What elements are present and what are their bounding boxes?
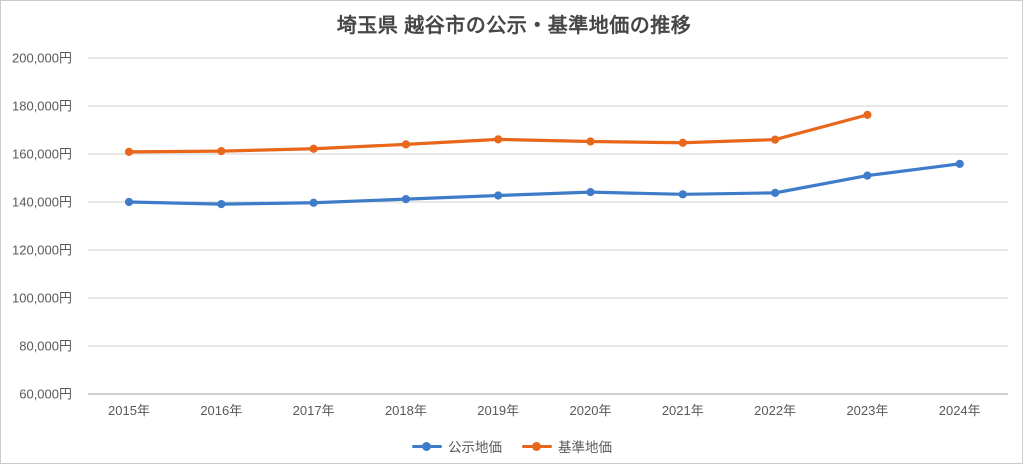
- chart-legend: 公示地価 基準地価: [0, 436, 1024, 456]
- data-point-marker: [494, 135, 503, 144]
- data-point-marker: [494, 191, 503, 200]
- chart-title: 埼玉県 越谷市の公示・基準地価の推移: [336, 15, 692, 37]
- y-axis-tick-label: 60,000円: [19, 387, 72, 402]
- legend-line-marker-icon: [522, 441, 552, 451]
- y-axis-tick-label: 100,000円: [12, 291, 72, 306]
- data-point-marker: [586, 188, 595, 197]
- data-point-marker: [309, 144, 318, 153]
- data-point-marker: [217, 200, 226, 209]
- data-point-marker: [678, 138, 687, 147]
- x-axis-tick-label: 2017年: [293, 403, 335, 418]
- y-axis-tick-label: 80,000円: [19, 339, 72, 354]
- x-axis-tick-label: 2022年: [754, 403, 796, 418]
- data-point-marker: [771, 188, 780, 197]
- data-point-marker: [401, 195, 410, 204]
- data-point-marker: [771, 135, 780, 144]
- y-axis-tick-label: 120,000円: [12, 243, 72, 258]
- y-axis-tick-label: 180,000円: [12, 99, 72, 114]
- data-point-marker: [863, 110, 872, 119]
- data-point-marker: [124, 147, 134, 156]
- data-point-marker: [124, 197, 134, 207]
- y-axis-tick-label: 140,000円: [12, 195, 72, 210]
- series-line-公示地価: [127, 162, 962, 206]
- x-axis-tick-label: 2016年: [200, 403, 242, 418]
- legend-line-marker-icon: [412, 441, 442, 451]
- series-line-基準地価: [127, 113, 870, 154]
- y-axis-tick-label: 200,000円: [12, 51, 72, 66]
- x-axis-tick-label: 2023年: [846, 403, 888, 418]
- x-axis-tick-label: 2015年: [108, 403, 150, 418]
- legend-item-kouji-chika: 公示地価: [412, 436, 502, 456]
- x-axis-tick-label: 2020年: [570, 403, 612, 418]
- data-point-marker: [863, 171, 872, 180]
- x-axis-tick-label: 2018年: [385, 403, 427, 418]
- data-point-marker: [586, 137, 595, 146]
- data-point-marker: [955, 159, 964, 168]
- data-point-marker: [401, 140, 410, 149]
- y-axis-tick-label: 160,000円: [12, 147, 72, 162]
- data-point-marker: [678, 190, 687, 199]
- legend-item-kijun-chika: 基準地価: [522, 436, 612, 456]
- data-point-marker: [217, 147, 226, 156]
- legend-label: 基準地価: [558, 440, 612, 455]
- x-axis-tick-label: 2021年: [662, 403, 704, 418]
- x-axis-tick-label: 2019年: [477, 403, 519, 418]
- x-axis-tick-label: 2024年: [939, 403, 981, 418]
- data-point-marker: [309, 198, 318, 207]
- legend-label: 公示地価: [448, 440, 502, 455]
